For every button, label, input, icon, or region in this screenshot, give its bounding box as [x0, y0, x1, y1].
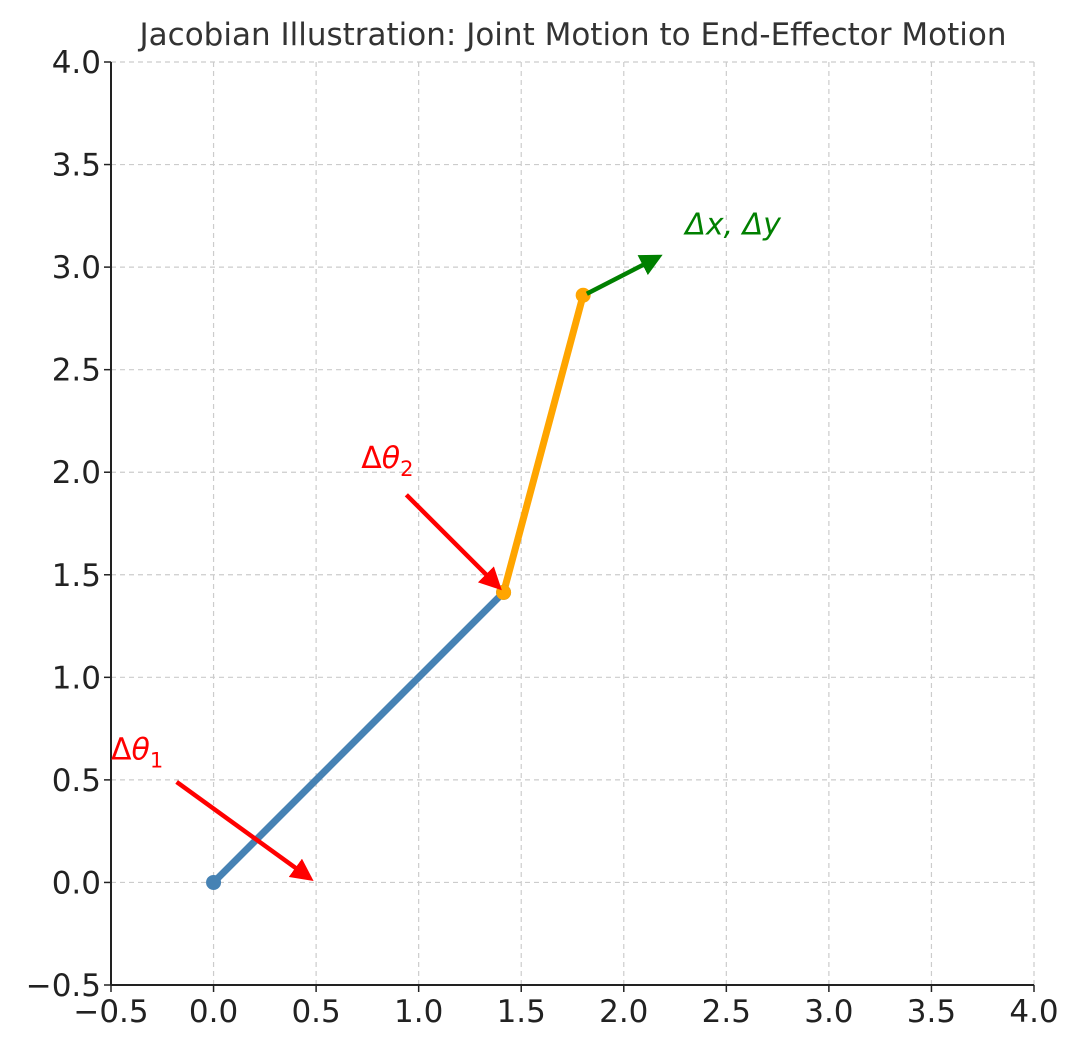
y-tick-label: 0.5 [52, 763, 101, 799]
x-tick-label: 1.0 [394, 994, 443, 1030]
y-tick-label: 3.0 [52, 250, 101, 286]
chart-title: Jacobian Illustration: Joint Motion to E… [138, 17, 1007, 53]
link-2-line [500, 294, 587, 594]
y-tick-label: 3.5 [52, 148, 101, 184]
x-tick-label: 4.0 [1009, 994, 1058, 1030]
annotation-label-1: Δθ1 [111, 732, 163, 772]
annotations: Δθ1 Δθ2 Δx, Δy [111, 207, 782, 881]
annotation-label-3: Δx, Δy [683, 207, 782, 242]
annotation-arrow-3 [585, 254, 663, 296]
x-tick-label: 0.0 [189, 994, 238, 1030]
y-tick-label: 1.0 [52, 660, 101, 696]
y-tick-label: −0.5 [26, 968, 101, 1004]
x-tick-label: 2.0 [599, 994, 648, 1030]
y-tick-label: 2.5 [52, 353, 101, 389]
link-1-joint-marker [206, 874, 222, 890]
x-tick-label: 0.5 [291, 994, 340, 1030]
annotation-label-2: Δθ2 [361, 441, 413, 481]
x-tick-label: 1.5 [497, 994, 546, 1030]
x-tick-label: 3.5 [907, 994, 956, 1030]
y-tick-label: 2.0 [52, 455, 101, 491]
x-tick-label: 2.5 [702, 994, 751, 1030]
link-1-line [211, 589, 507, 885]
x-tick-label: 3.0 [804, 994, 853, 1030]
annotation-arrow-1 [175, 780, 314, 881]
series [206, 287, 591, 890]
y-tick-label: 0.0 [52, 865, 101, 901]
axes: −0.5 0.0 0.5 1.0 1.5 2.0 2.5 3.0 3.5 4.0 −0.5 0.0 0.… [26, 45, 1059, 1030]
annotation-arrow-2 [404, 493, 502, 591]
y-tick-label: 4.0 [52, 45, 101, 81]
y-tick-label: 1.5 [52, 558, 101, 594]
x-tick-label: −0.5 [73, 994, 148, 1030]
